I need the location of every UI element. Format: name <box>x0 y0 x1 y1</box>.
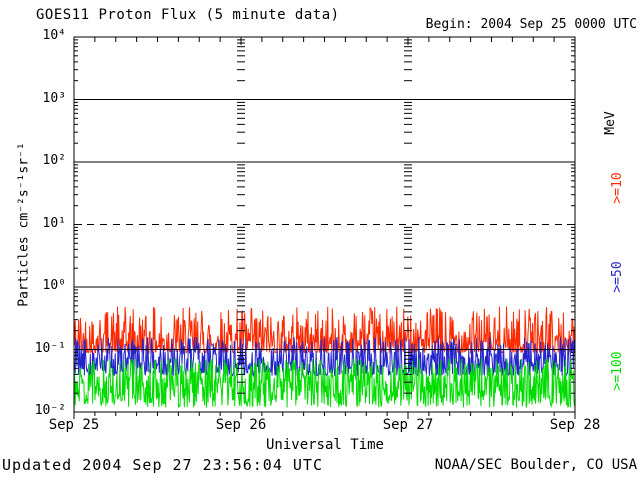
x-axis-label: Universal Time <box>265 437 384 453</box>
legend-gte100: >=100 <box>610 351 625 391</box>
y-tick-1e4: 10⁴ <box>42 28 66 43</box>
x-tick-sep26: Sep 26 <box>215 417 267 433</box>
series-trace-gtegte100 <box>73 357 576 409</box>
x-tick-sep25: Sep 25 <box>48 417 100 433</box>
y-tick-1e2: 10² <box>42 153 66 168</box>
y-tick-1e-1: 10⁻¹ <box>34 340 66 356</box>
updated-timestamp: Updated 2004 Sep 27 23:56:04 UTC <box>2 456 323 474</box>
y-tick-1e3: 10³ <box>42 90 66 106</box>
x-tick-sep27: Sep 27 <box>382 417 434 433</box>
y-tick-1e1: 10¹ <box>42 215 66 231</box>
x-tick-sep28: Sep 28 <box>549 417 601 433</box>
begin-timestamp: Begin: 2004 Sep 25 0000 UTC <box>425 17 637 32</box>
y-tick-1e0: 10⁰ <box>42 278 66 293</box>
y-tick-1e-2: 10⁻² <box>34 403 66 418</box>
source-credit: NOAA/SEC Boulder, CO USA <box>434 457 637 473</box>
chart-title: GOES11 Proton Flux (5 minute data) <box>36 7 340 23</box>
